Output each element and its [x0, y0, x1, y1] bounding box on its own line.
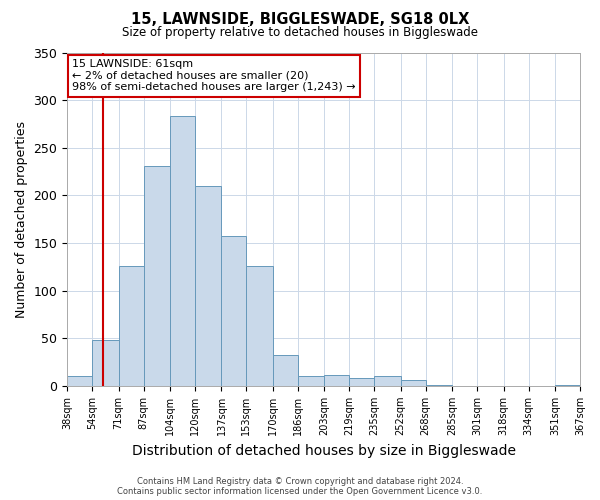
Bar: [92, 340, 119, 386]
Bar: [221, 236, 247, 386]
Text: 15 LAWNSIDE: 61sqm
← 2% of detached houses are smaller (20)
98% of semi-detached: 15 LAWNSIDE: 61sqm ← 2% of detached hous…: [72, 59, 356, 92]
Bar: [349, 378, 374, 386]
Bar: [273, 354, 298, 386]
Bar: [325, 374, 349, 386]
Text: Contains HM Land Registry data © Crown copyright and database right 2024.
Contai: Contains HM Land Registry data © Crown c…: [118, 476, 482, 496]
Bar: [247, 266, 273, 386]
Bar: [555, 385, 580, 386]
Text: Size of property relative to detached houses in Biggleswade: Size of property relative to detached ho…: [122, 26, 478, 39]
Bar: [119, 266, 143, 386]
Bar: [298, 376, 325, 386]
Bar: [143, 166, 170, 386]
Bar: [170, 116, 195, 386]
Bar: [374, 376, 401, 386]
Bar: [67, 376, 92, 386]
Bar: [401, 380, 425, 386]
Bar: [195, 186, 221, 386]
Text: 15, LAWNSIDE, BIGGLESWADE, SG18 0LX: 15, LAWNSIDE, BIGGLESWADE, SG18 0LX: [131, 12, 469, 28]
Y-axis label: Number of detached properties: Number of detached properties: [15, 120, 28, 318]
Bar: [425, 385, 452, 386]
X-axis label: Distribution of detached houses by size in Biggleswade: Distribution of detached houses by size …: [131, 444, 515, 458]
